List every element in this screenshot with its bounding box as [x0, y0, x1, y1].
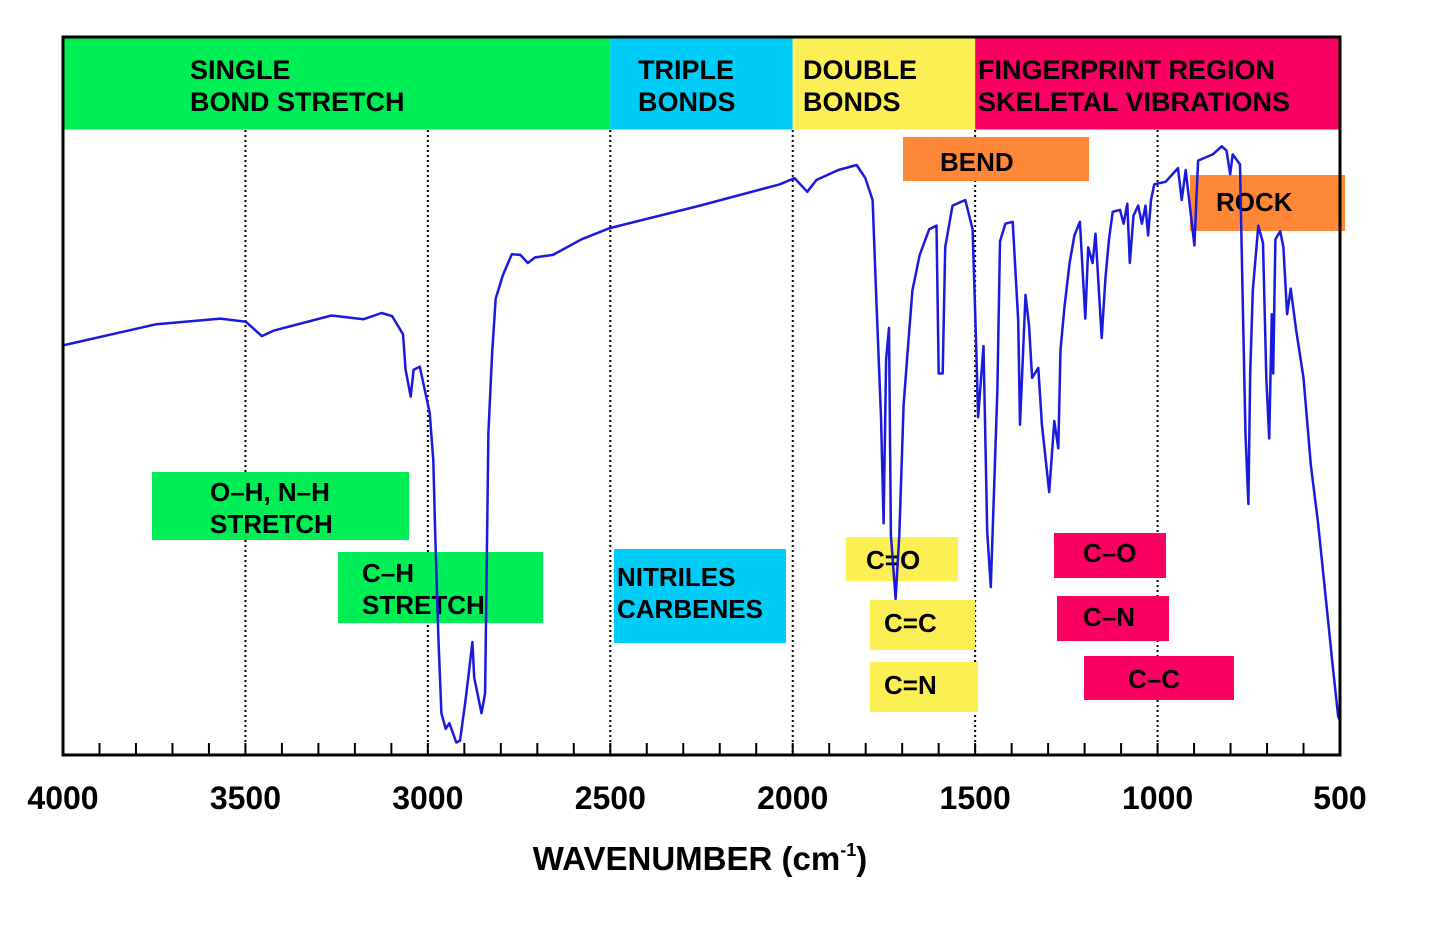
- region-band-label-line: TRIPLE: [638, 55, 734, 85]
- annotation-label-line: C–O: [1083, 538, 1136, 568]
- annotation-box: [870, 662, 978, 712]
- annotation-box: [870, 600, 975, 650]
- annotation-box: [152, 472, 409, 540]
- annotation-label: C–N: [1083, 602, 1135, 632]
- region-band-label: TRIPLE BONDS: [638, 55, 736, 117]
- spectrum-series: [62, 145, 1342, 744]
- x-axis-tick-labels: 4000 3500 3000 2500 2000 1500 1000 500: [27, 780, 1366, 816]
- region-band-label-line: DOUBLE: [803, 55, 917, 85]
- annotation-label-line: C=N: [884, 670, 937, 700]
- x-tick-label: 2500: [575, 780, 646, 816]
- region-band: [975, 37, 1340, 130]
- region-band: [610, 37, 793, 130]
- x-tick-label: 3500: [210, 780, 281, 816]
- annotation-label: C–O: [1083, 538, 1136, 568]
- annotation-box: [903, 137, 1089, 181]
- region-band-label: SINGLE BOND STRETCH: [190, 55, 405, 117]
- annotation-box: [614, 549, 786, 643]
- gridlines: [244, 130, 1159, 755]
- annotation-label: O–H, N–H STRETCH: [210, 477, 333, 539]
- annotation-box: [338, 552, 543, 623]
- annotation-label: C=C: [884, 608, 937, 638]
- region-band-label-line: SKELETAL VIBRATIONS: [978, 87, 1290, 117]
- x-tick-label: 2000: [757, 780, 828, 816]
- region-band-label-line: SINGLE: [190, 55, 291, 85]
- x-tick-label: 500: [1313, 780, 1366, 816]
- plot-frame: [61, 35, 1342, 757]
- annotation-box: [1057, 596, 1169, 641]
- annotation-label-line: BEND: [940, 147, 1014, 177]
- annotation-box: [1084, 656, 1234, 700]
- annotation-box: [1190, 175, 1345, 231]
- annotation-label-line: C=C: [884, 608, 937, 638]
- annotation-label-line: C–C: [1128, 664, 1180, 694]
- region-band-label-line: FINGERPRINT REGION: [978, 55, 1275, 85]
- spectrum-line: [62, 145, 1342, 744]
- region-band-label-line: BOND STRETCH: [190, 87, 405, 117]
- annotation-label: NITRILES CARBENES: [617, 562, 763, 624]
- region-band-label-line: BONDS: [638, 87, 736, 117]
- region-band: [792, 37, 976, 130]
- annotation-label: C=N: [884, 670, 937, 700]
- x-tick-label: 3000: [392, 780, 463, 816]
- annotation-label-line: STRETCH: [362, 590, 485, 620]
- region-band-label-line: BONDS: [803, 87, 901, 117]
- annotation-label-line: CARBENES: [617, 594, 763, 624]
- annotation-label-line: C–H: [362, 558, 414, 588]
- region-band: [63, 37, 611, 130]
- annotation-label: C–C: [1128, 664, 1180, 694]
- annotation-label-line: O–H, N–H: [210, 477, 330, 507]
- annotation-label-line: C–N: [1083, 602, 1135, 632]
- x-tick-label: 1000: [1122, 780, 1193, 816]
- x-tick-label: 1500: [940, 780, 1011, 816]
- annotation-box: [846, 537, 958, 581]
- x-axis-title: WAVENUMBER (cm-1): [533, 840, 867, 877]
- region-band-label: FINGERPRINT REGION SKELETAL VIBRATIONS: [978, 55, 1290, 117]
- annotation-label-line: ROCK: [1216, 187, 1293, 217]
- x-tick-label: 4000: [27, 780, 98, 816]
- annotation-label: ROCK: [1216, 187, 1293, 217]
- x-axis-ticks: [62, 743, 1341, 755]
- annotation-label-line: STRETCH: [210, 509, 333, 539]
- annotation-label: BEND: [940, 147, 1014, 177]
- annotation-label-line: NITRILES: [617, 562, 735, 592]
- region-band-label: DOUBLE BONDS: [803, 55, 917, 117]
- annotation-box: [1054, 533, 1166, 578]
- annotation-label: C–H STRETCH: [362, 558, 485, 620]
